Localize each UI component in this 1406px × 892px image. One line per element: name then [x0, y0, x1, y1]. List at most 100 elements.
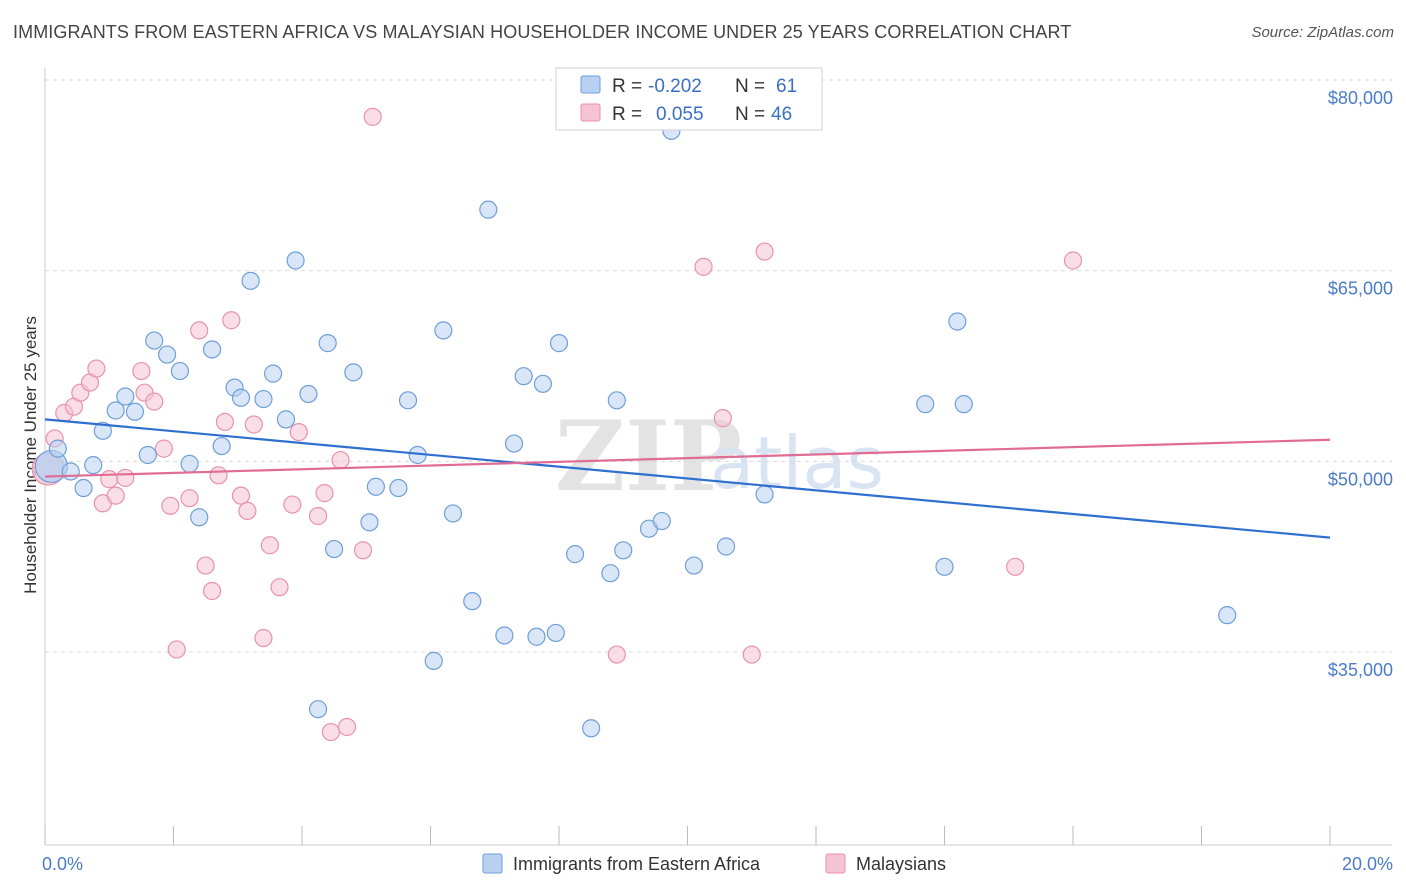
point-eastern-africa-28	[344, 363, 363, 382]
point-eastern-africa-27	[325, 539, 344, 559]
point-malaysians-21	[209, 466, 228, 485]
point-eastern-africa-56	[755, 485, 774, 504]
point-malaysians-41	[713, 409, 732, 428]
gridlines	[45, 79, 1392, 653]
point-malaysians-14	[154, 439, 173, 458]
y-tick-label-1: $50,000	[1328, 469, 1393, 489]
point-eastern-africa-19	[241, 271, 260, 290]
legend-n-value-2: 46	[771, 104, 792, 125]
x-axis-max-label: 20.0%	[1342, 854, 1393, 874]
point-eastern-africa-29	[360, 513, 379, 532]
point-eastern-africa-11	[157, 345, 177, 364]
point-malaysians-25	[238, 501, 257, 521]
point-malaysians-8	[100, 470, 119, 489]
point-eastern-africa-14	[190, 508, 209, 527]
point-eastern-africa-7	[116, 387, 135, 406]
y-tick-label-0: $35,000	[1328, 660, 1393, 680]
point-eastern-africa-45	[549, 334, 569, 353]
point-eastern-africa-24	[299, 384, 318, 404]
y-axis-title: Householder Income Under 25 years	[21, 316, 40, 594]
point-eastern-africa-21	[263, 364, 283, 383]
y-tick-label-2: $65,000	[1328, 279, 1393, 299]
x-ticks	[44, 826, 1331, 845]
legend-swatch-eastern-africa	[580, 75, 601, 94]
point-eastern-africa-44	[546, 623, 565, 643]
point-eastern-africa-37	[463, 592, 482, 611]
point-eastern-africa-23	[286, 251, 305, 270]
point-eastern-africa-48	[601, 564, 620, 583]
watermark: ZIP atlas	[555, 400, 884, 513]
point-malaysians-11	[132, 361, 151, 381]
point-eastern-africa-39	[495, 626, 514, 645]
point-malaysians-33	[315, 484, 334, 503]
point-eastern-africa-12	[170, 361, 190, 381]
legend-r-label-1: R =	[612, 76, 642, 97]
point-eastern-africa-57	[916, 395, 935, 414]
point-malaysians-17	[180, 489, 199, 508]
legend-swatch-malaysians	[580, 103, 601, 122]
point-eastern-africa-5	[93, 421, 112, 440]
point-eastern-africa-3	[74, 478, 93, 498]
point-malaysians-42	[742, 645, 761, 664]
point-malaysians-16	[167, 640, 186, 659]
point-eastern-africa-31	[389, 478, 408, 498]
point-eastern-africa-58	[935, 557, 954, 576]
point-eastern-africa-10	[145, 331, 164, 350]
point-malaysians-37	[353, 541, 373, 560]
point-eastern-africa-15	[202, 340, 222, 359]
chart-title: IMMIGRANTS FROM EASTERN AFRICA VS MALAYS…	[13, 22, 1072, 42]
point-eastern-africa-20	[254, 389, 273, 409]
series-malaysians-points	[31, 107, 1083, 742]
point-malaysians-39	[607, 645, 626, 664]
point-eastern-africa-42	[527, 627, 546, 646]
point-eastern-africa-6	[106, 401, 125, 420]
point-eastern-africa-52	[652, 511, 671, 531]
point-eastern-africa-26	[318, 334, 337, 353]
point-eastern-africa-8	[125, 402, 145, 421]
point-eastern-africa-50	[614, 541, 633, 560]
point-malaysians-40	[694, 257, 713, 276]
trend-lines	[44, 418, 1331, 539]
point-eastern-africa-41	[514, 367, 533, 386]
bottom-legend-swatch-malaysians	[825, 853, 846, 874]
bottom-legend-label-malaysians: Malaysians	[856, 854, 946, 874]
point-eastern-africa-46	[565, 545, 585, 564]
x-axis-min-label: 0.0%	[42, 854, 83, 874]
point-malaysians-27	[254, 628, 273, 648]
point-malaysians-23	[222, 311, 241, 330]
bottom-legend: Immigrants from Eastern Africa Malaysian…	[482, 853, 946, 874]
point-eastern-africa-60	[954, 395, 973, 414]
point-malaysians-13	[145, 392, 164, 411]
legend-n-value-1: 61	[776, 76, 797, 97]
bottom-legend-swatch-eastern-africa	[482, 853, 503, 874]
y-tick-labels: $35,000 $50,000 $65,000 $80,000	[1328, 88, 1393, 680]
point-malaysians-34	[321, 722, 341, 742]
point-eastern-africa-2	[61, 462, 80, 481]
point-malaysians-43	[755, 242, 774, 261]
point-eastern-africa-36	[443, 504, 463, 523]
point-malaysians-28	[260, 536, 279, 555]
point-malaysians-26	[244, 415, 263, 434]
point-eastern-africa-49	[607, 391, 626, 410]
point-eastern-africa-61	[1218, 606, 1237, 625]
point-malaysians-19	[196, 556, 215, 575]
chart-source: Source: ZipAtlas.com	[1251, 24, 1394, 41]
point-malaysians-31	[289, 422, 308, 442]
point-malaysians-22	[215, 412, 234, 432]
watermark-atlas: atlas	[710, 421, 884, 505]
point-malaysians-45	[1063, 251, 1083, 270]
point-eastern-africa-30	[366, 477, 385, 496]
point-eastern-africa-38	[479, 200, 498, 219]
point-malaysians-29	[270, 578, 289, 597]
point-malaysians-20	[202, 581, 222, 601]
point-eastern-africa-47	[582, 719, 601, 738]
point-eastern-africa-1	[48, 439, 67, 458]
trend-line-malaysians	[44, 438, 1331, 478]
legend-n-label-2: N =	[735, 104, 765, 125]
point-eastern-africa-16	[212, 436, 231, 456]
point-eastern-africa-54	[684, 556, 704, 575]
legend-r-value-1: -0.202	[648, 76, 702, 97]
point-eastern-africa-13	[180, 454, 199, 473]
point-malaysians-10	[116, 468, 135, 487]
